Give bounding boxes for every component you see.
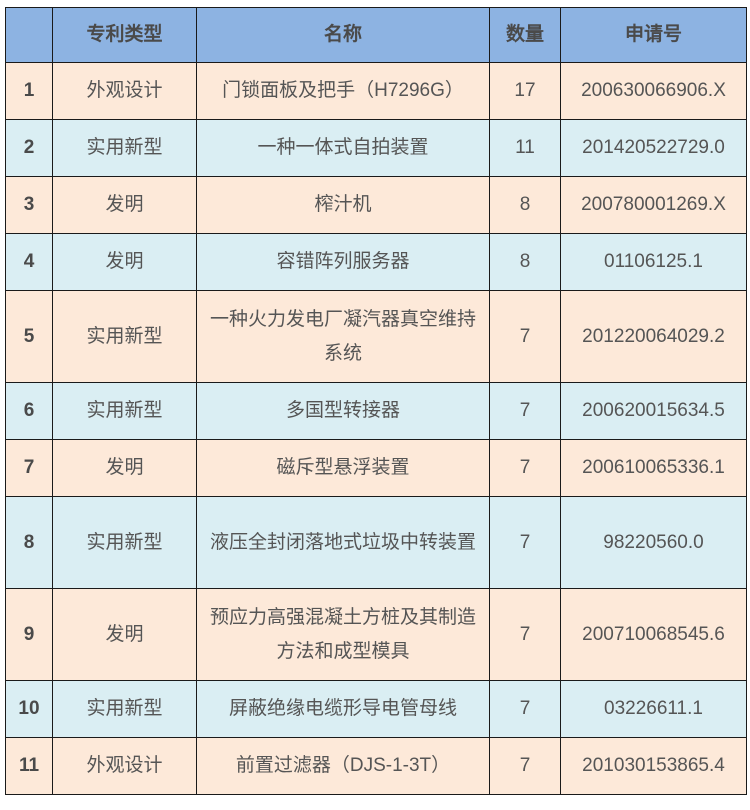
cell-index: 7 xyxy=(5,439,53,497)
cell-index: 1 xyxy=(5,62,53,120)
cell-index: 5 xyxy=(5,290,53,383)
cell-count: 7 xyxy=(489,439,561,497)
cell-app-no: 200710068545.6 xyxy=(560,588,747,681)
header-row: 专利类型 名称 数量 申请号 xyxy=(5,7,747,63)
table-row: 6 实用新型 多国型转接器 7 200620015634.5 xyxy=(5,382,747,440)
cell-count: 7 xyxy=(489,496,561,589)
cell-count: 7 xyxy=(489,382,561,440)
cell-count: 7 xyxy=(489,290,561,383)
table-row: 9 发明 预应力高强混凝土方桩及其制造方法和成型模具 7 200710068545.6 xyxy=(5,588,747,681)
cell-name: 前置过滤器（DJS-1-3T） xyxy=(196,737,490,795)
cell-type: 实用新型 xyxy=(52,119,197,177)
cell-index: 9 xyxy=(5,588,53,681)
cell-type: 实用新型 xyxy=(52,290,197,383)
header-name: 名称 xyxy=(196,7,490,63)
cell-name: 容错阵列服务器 xyxy=(196,233,490,291)
cell-type: 实用新型 xyxy=(52,680,197,738)
cell-type: 发明 xyxy=(52,176,197,234)
cell-type: 发明 xyxy=(52,233,197,291)
cell-name: 屏蔽绝缘电缆形导电管母线 xyxy=(196,680,490,738)
table-row: 4 发明 容错阵列服务器 8 01106125.1 xyxy=(5,233,747,291)
cell-index: 11 xyxy=(5,737,53,795)
cell-app-no: 200780001269.X xyxy=(560,176,747,234)
cell-type: 发明 xyxy=(52,588,197,681)
cell-name: 门锁面板及把手（H7296G） xyxy=(196,62,490,120)
cell-count: 11 xyxy=(489,119,561,177)
table-row: 7 发明 磁斥型悬浮装置 7 200610065336.1 xyxy=(5,439,747,497)
table-row: 8 实用新型 液压全封闭落地式垃圾中转装置 7 98220560.0 xyxy=(5,496,747,589)
cell-count: 8 xyxy=(489,233,561,291)
cell-count: 17 xyxy=(489,62,561,120)
cell-app-no: 200620015634.5 xyxy=(560,382,747,440)
cell-name: 磁斥型悬浮装置 xyxy=(196,439,490,497)
cell-index: 2 xyxy=(5,119,53,177)
cell-app-no: 200610065336.1 xyxy=(560,439,747,497)
cell-count: 7 xyxy=(489,588,561,681)
cell-name: 一种火力发电厂凝汽器真空维持系统 xyxy=(196,290,490,383)
cell-name: 预应力高强混凝土方桩及其制造方法和成型模具 xyxy=(196,588,490,681)
table-row: 2 实用新型 一种一体式自拍装置 11 201420522729.0 xyxy=(5,119,747,177)
cell-app-no: 98220560.0 xyxy=(560,496,747,589)
cell-index: 4 xyxy=(5,233,53,291)
table-row: 3 发明 榨汁机 8 200780001269.X xyxy=(5,176,747,234)
cell-type: 外观设计 xyxy=(52,62,197,120)
cell-app-no: 201030153865.4 xyxy=(560,737,747,795)
cell-name: 榨汁机 xyxy=(196,176,490,234)
cell-name: 多国型转接器 xyxy=(196,382,490,440)
cell-count: 7 xyxy=(489,680,561,738)
cell-app-no: 01106125.1 xyxy=(560,233,747,291)
cell-index: 10 xyxy=(5,680,53,738)
cell-index: 8 xyxy=(5,496,53,589)
header-index xyxy=(5,7,53,63)
cell-name: 一种一体式自拍装置 xyxy=(196,119,490,177)
cell-count: 8 xyxy=(489,176,561,234)
cell-index: 6 xyxy=(5,382,53,440)
cell-app-no: 201220064029.2 xyxy=(560,290,747,383)
table-row: 1 外观设计 门锁面板及把手（H7296G） 17 200630066906.X xyxy=(5,62,747,120)
cell-type: 实用新型 xyxy=(52,382,197,440)
cell-index: 3 xyxy=(5,176,53,234)
header-type: 专利类型 xyxy=(52,7,197,63)
cell-app-no: 03226611.1 xyxy=(560,680,747,738)
cell-name: 液压全封闭落地式垃圾中转装置 xyxy=(196,496,490,589)
header-app-no: 申请号 xyxy=(560,7,747,63)
cell-app-no: 200630066906.X xyxy=(560,62,747,120)
header-count: 数量 xyxy=(489,7,561,63)
cell-type: 实用新型 xyxy=(52,496,197,589)
table-row: 5 实用新型 一种火力发电厂凝汽器真空维持系统 7 201220064029.2 xyxy=(5,290,747,383)
cell-type: 发明 xyxy=(52,439,197,497)
table-row: 11 外观设计 前置过滤器（DJS-1-3T） 7 201030153865.4 xyxy=(5,737,747,795)
cell-type: 外观设计 xyxy=(52,737,197,795)
patent-table: 专利类型 名称 数量 申请号 1 外观设计 门锁面板及把手（H7296G） 17 200… xyxy=(5,7,747,795)
table-row: 10 实用新型 屏蔽绝缘电缆形导电管母线 7 03226611.1 xyxy=(5,680,747,738)
cell-app-no: 201420522729.0 xyxy=(560,119,747,177)
cell-count: 7 xyxy=(489,737,561,795)
